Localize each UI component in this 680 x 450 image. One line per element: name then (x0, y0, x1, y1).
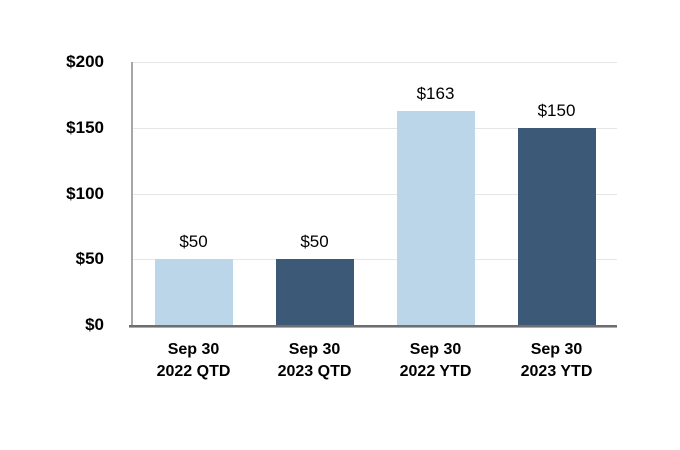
y-tick-label: $50 (75, 249, 104, 269)
x-tick-line2: 2023 YTD (520, 363, 593, 380)
y-tick-label: $0 (85, 315, 104, 334)
y-tick-label: $200 (66, 52, 104, 71)
x-tick-label: Sep 30 2023 YTD (496, 339, 617, 383)
x-axis-line (129, 325, 617, 327)
x-tick-line2: 2022 YTD (399, 363, 472, 380)
bar-2 (275, 259, 354, 325)
bar-3 (396, 111, 475, 325)
gridline (133, 127, 617, 129)
data-label: $50 (300, 232, 329, 251)
x-tick-line1: Sep 30 (167, 341, 220, 358)
y-tick-label: $150 (66, 117, 104, 137)
y-axis-line (131, 62, 133, 325)
plot-area: $50 $50 $163 $150 (133, 62, 617, 325)
bar-1 (154, 259, 233, 325)
bar-4 (517, 128, 596, 325)
x-tick-line2: 2023 QTD (277, 363, 352, 380)
data-label: $50 (179, 232, 208, 251)
x-tick-line1: Sep 30 (409, 341, 462, 358)
x-tick-label: Sep 30 2023 QTD (254, 339, 375, 383)
gridline (133, 62, 617, 63)
data-label: $163 (416, 84, 455, 103)
gridline (133, 259, 617, 261)
x-tick-line1: Sep 30 (530, 341, 583, 358)
y-axis-labels: $0 $50 $100 $150 $200 (0, 52, 131, 334)
x-tick-label: Sep 30 2022 QTD (133, 339, 254, 383)
x-tick-label: Sep 30 2022 YTD (375, 339, 496, 383)
x-tick-line2: 2022 QTD (156, 363, 231, 380)
data-label: $150 (537, 101, 576, 120)
x-tick-line1: Sep 30 (288, 341, 341, 358)
gridline (133, 193, 617, 195)
y-tick-label: $100 (66, 183, 104, 203)
